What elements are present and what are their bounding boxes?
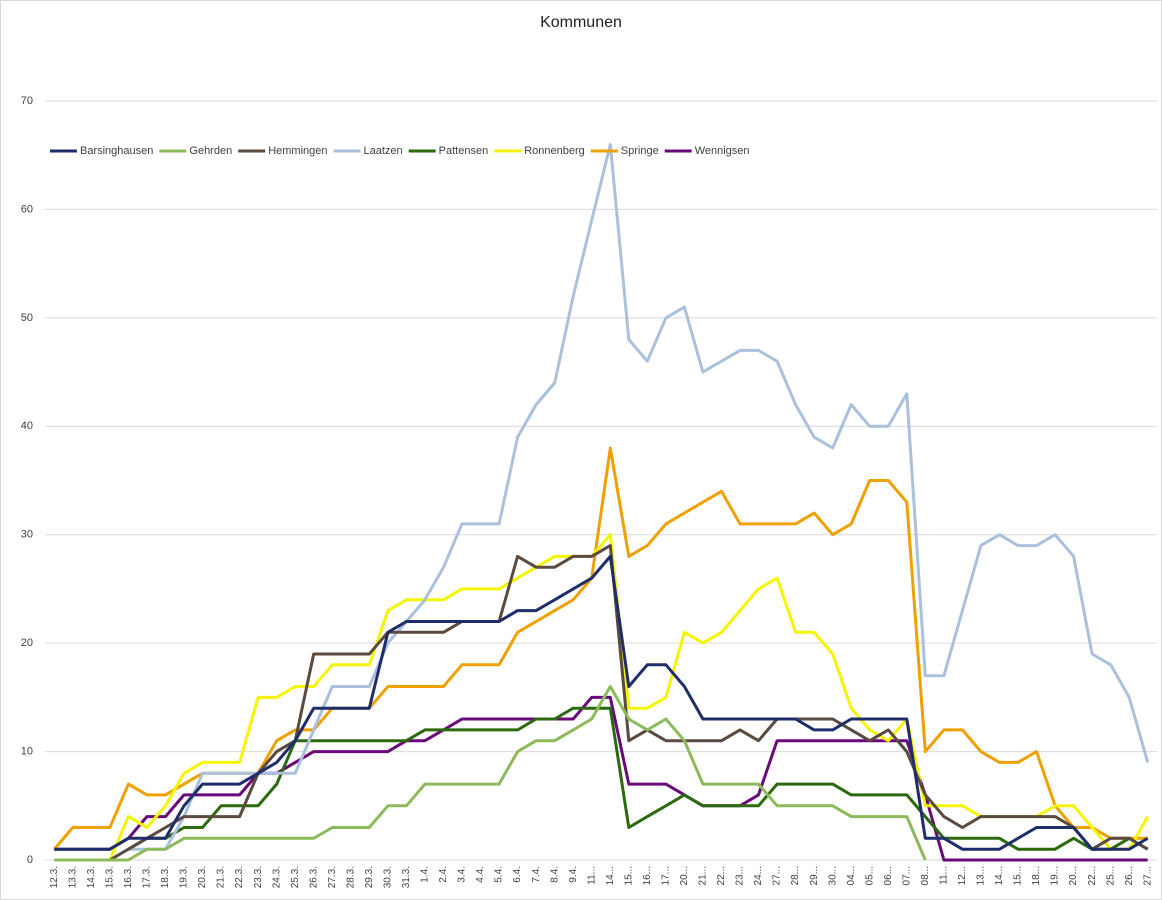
x-tick-label: 3.4.: [457, 866, 468, 883]
x-tick-label: 11...: [939, 866, 950, 885]
x-tick-label: 16...: [642, 866, 653, 885]
x-tick-label: 27.3.: [327, 866, 338, 888]
x-tick-label: 14.3.: [86, 866, 97, 888]
x-tick-label: 20.3.: [197, 866, 208, 888]
x-tick-label: 21.3.: [216, 866, 227, 888]
x-tick-label: 30...: [827, 866, 838, 885]
legend-label: Barsinghausen: [80, 145, 153, 157]
x-tick-label: 18...: [1031, 866, 1042, 885]
y-tick-label: 40: [21, 420, 33, 432]
x-tick-label: 7.4.: [531, 866, 542, 883]
x-tick-label: 2.4.: [438, 866, 449, 883]
x-tick-label: 05...: [864, 866, 875, 885]
x-tick-label: 26...: [1124, 866, 1135, 885]
legend-label: Springe: [621, 145, 659, 157]
legend-label: Hemmingen: [268, 145, 327, 157]
x-tick-label: 19.3.: [179, 866, 190, 888]
y-tick-label: 50: [21, 312, 33, 324]
legend-label: Ronnenberg: [524, 145, 585, 157]
x-tick-label: 20...: [679, 866, 690, 885]
x-tick-label: 19...: [1050, 866, 1061, 885]
x-tick-label: 13.3.: [67, 866, 78, 888]
x-tick-label: 26.3.: [308, 866, 319, 888]
y-tick-label: 30: [21, 529, 33, 541]
x-tick-label: 17.3.: [142, 866, 153, 888]
y-tick-label: 0: [27, 854, 33, 866]
x-tick-label: 22...: [1087, 866, 1098, 885]
x-tick-label: 04...: [846, 866, 857, 885]
x-tick-label: 30.3.: [383, 866, 394, 888]
x-tick-label: 15.3.: [105, 866, 116, 888]
x-tick-label: 24...: [753, 866, 764, 885]
x-tick-label: 23.3.: [253, 866, 264, 888]
x-tick-label: 27...: [1142, 866, 1153, 885]
x-tick-label: 29.3.: [364, 866, 375, 888]
x-tick-label: 15...: [1013, 866, 1024, 885]
x-tick-label: 06...: [883, 866, 894, 885]
legend-label: Pattensen: [439, 145, 489, 157]
x-tick-label: 14...: [994, 866, 1005, 885]
x-tick-label: 31.3.: [401, 866, 412, 888]
x-tick-label: 08...: [920, 866, 931, 885]
y-tick-label: 10: [21, 745, 33, 757]
series-line: [109, 544, 1149, 862]
series-line: [54, 554, 1149, 851]
x-tick-label: 27...: [772, 866, 783, 885]
series-line: [127, 706, 1149, 851]
x-tick-label: 07...: [901, 866, 912, 885]
x-tick-label: 15...: [623, 866, 634, 885]
y-tick-label: 70: [21, 95, 33, 107]
x-tick-label: 28.3.: [345, 866, 356, 888]
y-tick-label: 20: [21, 637, 33, 649]
x-tick-label: 1.4.: [420, 866, 431, 883]
x-tick-label: 9.4.: [568, 866, 579, 883]
x-tick-label: 5.4.: [494, 866, 505, 883]
x-tick-label: 22...: [716, 866, 727, 885]
x-tick-label: 29...: [809, 866, 820, 885]
series-line: [54, 533, 1150, 862]
x-tick-label: 28...: [790, 866, 801, 885]
x-tick-label: 18.3.: [160, 866, 171, 888]
chart-title: Kommunen: [540, 14, 622, 31]
x-tick-label: 4.4.: [475, 866, 486, 883]
x-tick-label: 12.3.: [49, 866, 60, 888]
legend-label: Wennigsen: [695, 145, 750, 157]
x-tick-label: 12...: [957, 866, 968, 885]
x-tick-label: 6.4.: [512, 866, 523, 883]
x-tick-label: 25...: [1105, 866, 1116, 885]
x-tick-label: 20...: [1068, 866, 1079, 885]
legend-label: Gehrden: [189, 145, 232, 157]
x-tick-label: 13...: [976, 866, 987, 885]
series-line: [54, 695, 1148, 862]
x-tick-label: 21...: [698, 866, 709, 885]
y-tick-label: 60: [21, 203, 33, 215]
x-tick-label: 24.3.: [271, 866, 282, 888]
x-tick-label: 17...: [661, 866, 672, 885]
x-tick-label: 23...: [735, 866, 746, 885]
x-tick-label: 8.4.: [549, 866, 560, 883]
series-line: [109, 142, 1150, 862]
x-tick-label: 14...: [605, 866, 616, 885]
series-line: [54, 685, 927, 862]
x-tick-label: 22.3.: [234, 866, 245, 888]
x-tick-label: 16.3.: [123, 866, 134, 888]
legend-label: Laatzen: [364, 145, 403, 157]
x-tick-label: 11...: [586, 866, 597, 885]
x-tick-label: 25.3.: [290, 866, 301, 888]
